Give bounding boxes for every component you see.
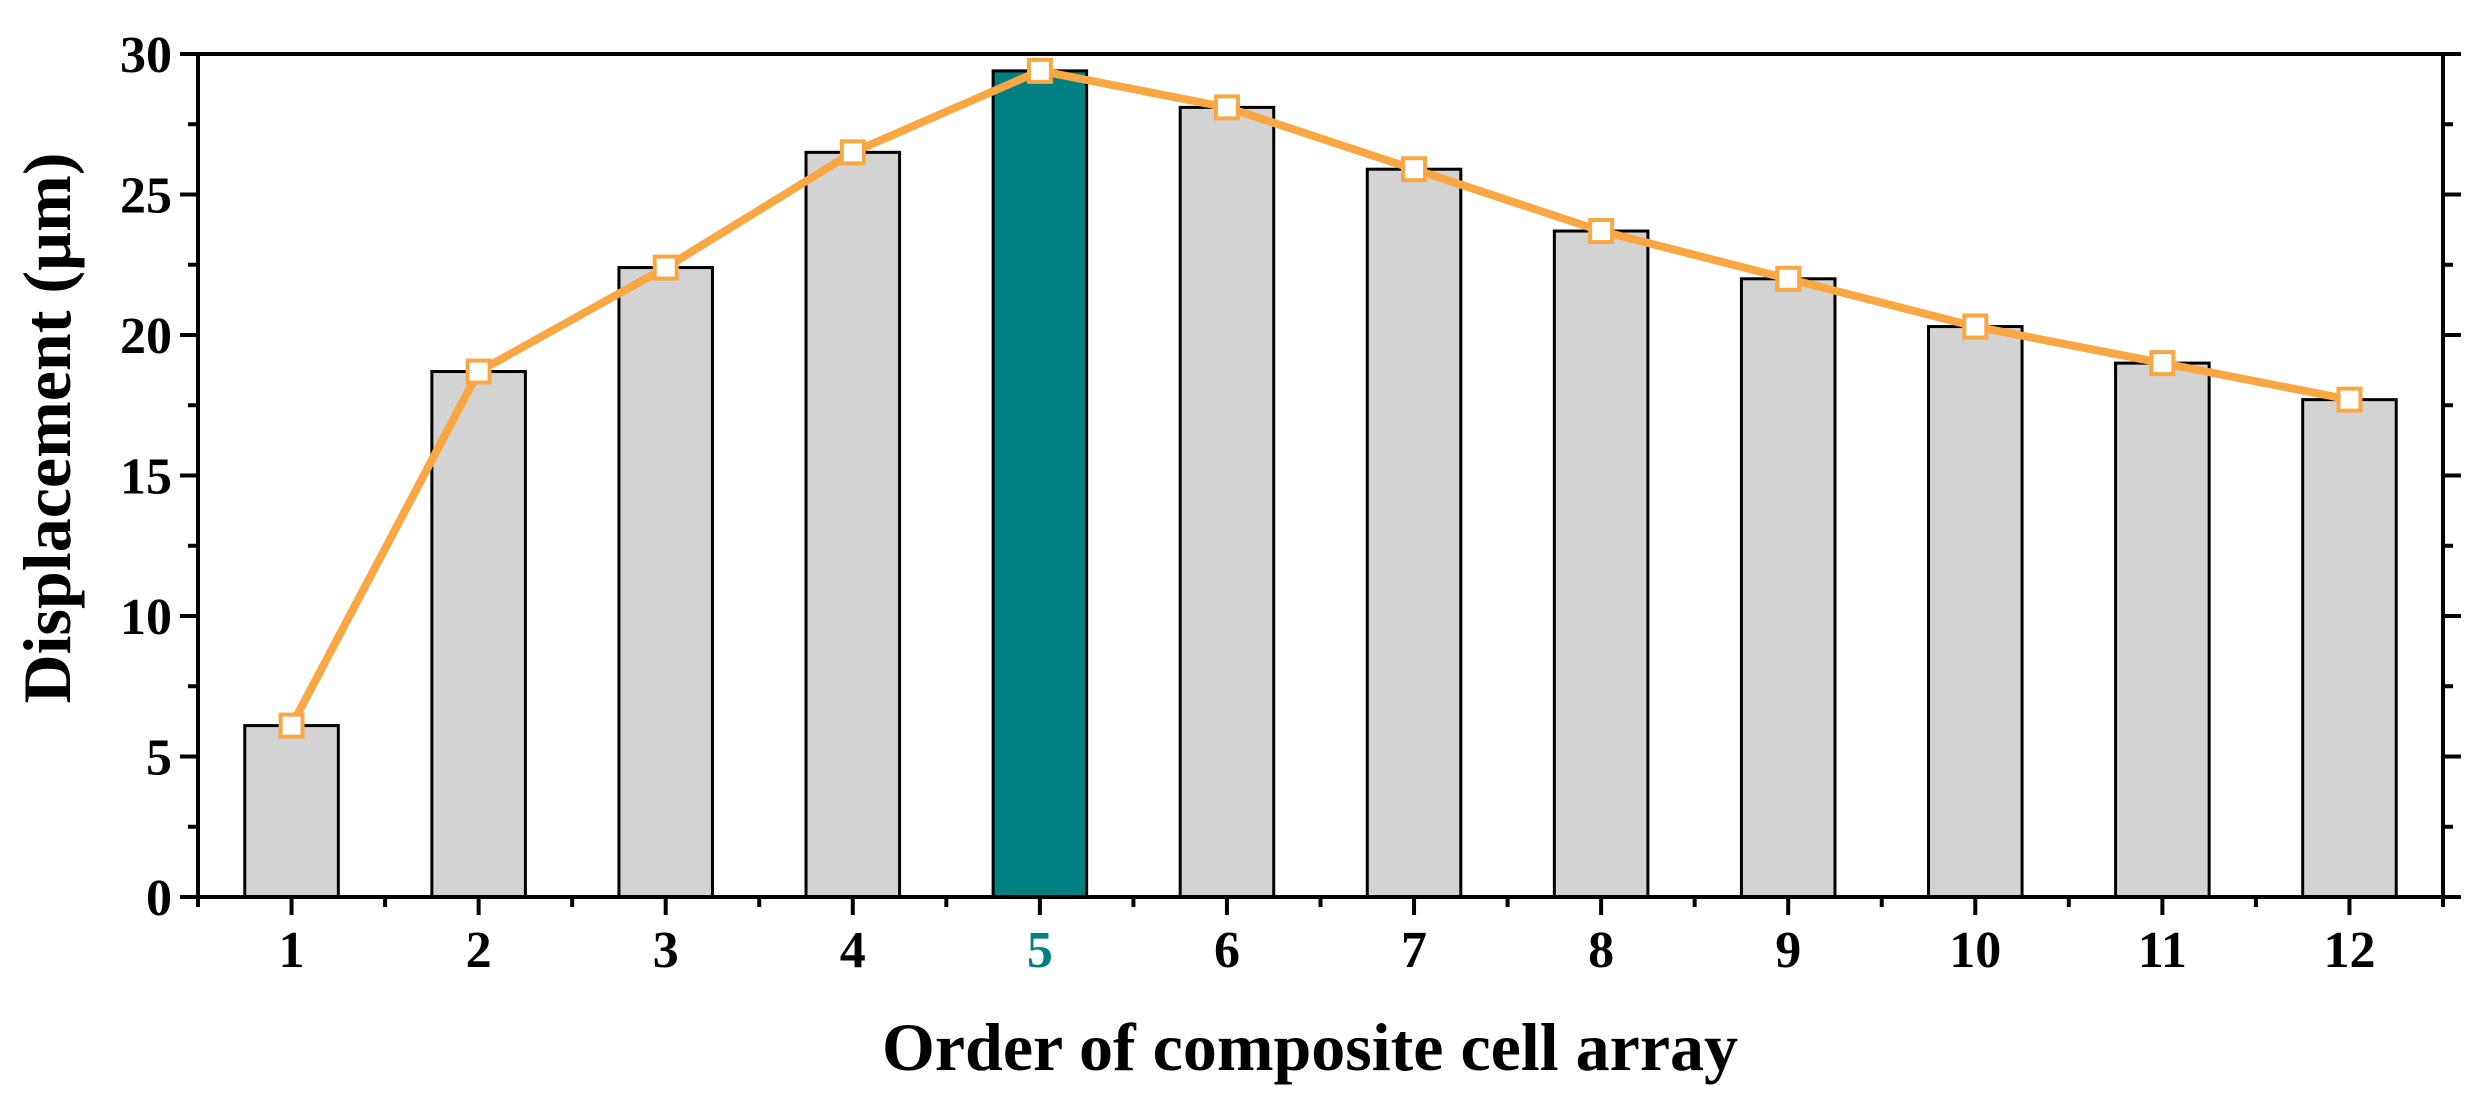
y-tick-label: 5 bbox=[146, 730, 172, 787]
line-marker-8 bbox=[1588, 218, 1615, 245]
ticks-layer bbox=[180, 52, 2461, 915]
y-axis-title: Displacement (µm) bbox=[9, 153, 85, 704]
bar-3 bbox=[617, 266, 714, 899]
x-tick-label-11: 11 bbox=[2138, 922, 2187, 979]
x-tick-label-8: 8 bbox=[1588, 922, 1614, 979]
x-tick-label-5: 5 bbox=[1027, 922, 1053, 979]
line-marker-1 bbox=[278, 712, 305, 739]
x-tick-label-6: 6 bbox=[1214, 922, 1240, 979]
x-tick-label-1: 1 bbox=[279, 922, 305, 979]
line-marker-2 bbox=[465, 358, 492, 385]
y-tick-label: 0 bbox=[146, 870, 172, 927]
bar-2 bbox=[430, 370, 527, 899]
series-line bbox=[288, 66, 2351, 728]
bar-4 bbox=[804, 150, 902, 899]
bar-6 bbox=[1178, 105, 1276, 899]
line-marker-9 bbox=[1775, 265, 1802, 292]
line-marker-12 bbox=[2336, 386, 2363, 413]
x-axis-title: Order of composite cell array bbox=[882, 1009, 1738, 1085]
line-marker-7 bbox=[1401, 156, 1428, 183]
x-tick-label-3: 3 bbox=[653, 922, 679, 979]
bar-11 bbox=[2114, 361, 2211, 899]
bar-1 bbox=[243, 724, 340, 899]
bar-12 bbox=[2301, 398, 2398, 899]
y-tick-label: 20 bbox=[120, 308, 172, 365]
line-marker-6 bbox=[1213, 94, 1240, 121]
line-marker-11 bbox=[2149, 350, 2176, 377]
y-tick-label: 15 bbox=[120, 449, 172, 506]
y-tick-label: 30 bbox=[120, 27, 172, 84]
bar-9 bbox=[1739, 277, 1837, 899]
line-marker-5 bbox=[1026, 57, 1053, 84]
bars-layer bbox=[243, 69, 2398, 899]
line-marker-3 bbox=[652, 254, 679, 281]
x-tick-label-12: 12 bbox=[2323, 922, 2375, 979]
bar-10 bbox=[1927, 325, 2024, 899]
bar-7 bbox=[1365, 167, 1463, 899]
bar-8 bbox=[1552, 229, 1650, 899]
line-marker-10 bbox=[1962, 313, 1989, 340]
x-tick-label-9: 9 bbox=[1775, 922, 1801, 979]
x-tick-label-4: 4 bbox=[840, 922, 866, 979]
line-layer bbox=[278, 57, 2363, 739]
plot-border bbox=[196, 52, 2445, 899]
x-tick-label-2: 2 bbox=[466, 922, 492, 979]
y-tick-label: 25 bbox=[120, 168, 172, 225]
x-tick-label-10: 10 bbox=[1949, 922, 2001, 979]
plot-frame bbox=[196, 52, 2445, 899]
line-marker-4 bbox=[839, 139, 866, 166]
bar-5 bbox=[991, 69, 1089, 899]
y-tick-label: 10 bbox=[120, 589, 172, 646]
x-tick-label-7: 7 bbox=[1401, 922, 1427, 979]
